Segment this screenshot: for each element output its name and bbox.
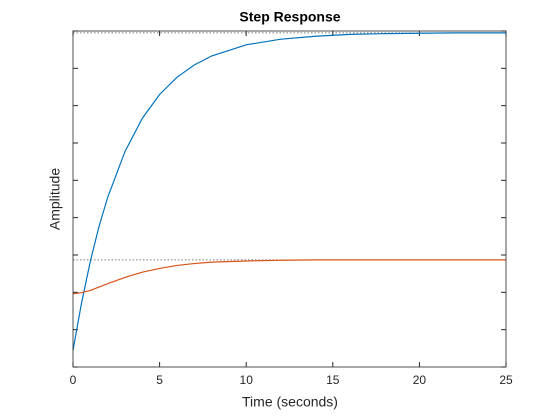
x-tick-label: 5 xyxy=(156,373,163,387)
x-tick-label: 15 xyxy=(326,373,340,387)
x-axis-label: Time (seconds) xyxy=(242,394,338,410)
chart-title: Step Response xyxy=(239,9,340,25)
x-tick-label: 0 xyxy=(70,373,77,387)
x-tick-label: 20 xyxy=(413,373,427,387)
plot-frame xyxy=(72,30,507,368)
response-line xyxy=(72,32,506,351)
y-axis-label: Amplitude xyxy=(47,168,63,230)
x-tick-label: 25 xyxy=(499,373,513,387)
response-line xyxy=(72,259,506,295)
x-tick-label: 10 xyxy=(240,373,254,387)
